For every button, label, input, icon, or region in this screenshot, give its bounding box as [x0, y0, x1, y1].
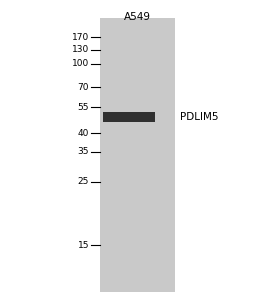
Bar: [100, 18, 175, 292]
Text: 70: 70: [78, 82, 89, 91]
Text: 25: 25: [78, 178, 89, 187]
Text: 170: 170: [72, 32, 89, 41]
Text: 100: 100: [72, 59, 89, 68]
Text: A549: A549: [123, 12, 150, 22]
Bar: [103, 112, 155, 122]
Text: 40: 40: [78, 128, 89, 137]
Text: PDLIM5: PDLIM5: [180, 112, 219, 122]
Text: 130: 130: [72, 46, 89, 55]
Text: 15: 15: [78, 241, 89, 250]
Text: 55: 55: [78, 103, 89, 112]
Text: 35: 35: [78, 148, 89, 157]
